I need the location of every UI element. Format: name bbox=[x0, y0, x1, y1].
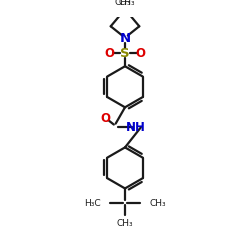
Text: CH₃: CH₃ bbox=[119, 0, 136, 7]
Text: CH₃: CH₃ bbox=[117, 219, 133, 228]
Text: CH₃: CH₃ bbox=[114, 0, 131, 7]
Text: NH: NH bbox=[126, 121, 146, 134]
Text: O: O bbox=[136, 47, 146, 60]
Text: N: N bbox=[120, 32, 130, 45]
Text: O: O bbox=[104, 47, 114, 60]
Text: S: S bbox=[120, 47, 130, 60]
Text: H₃C: H₃C bbox=[84, 199, 101, 208]
Text: CH₃: CH₃ bbox=[149, 199, 166, 208]
Text: O: O bbox=[100, 112, 110, 124]
